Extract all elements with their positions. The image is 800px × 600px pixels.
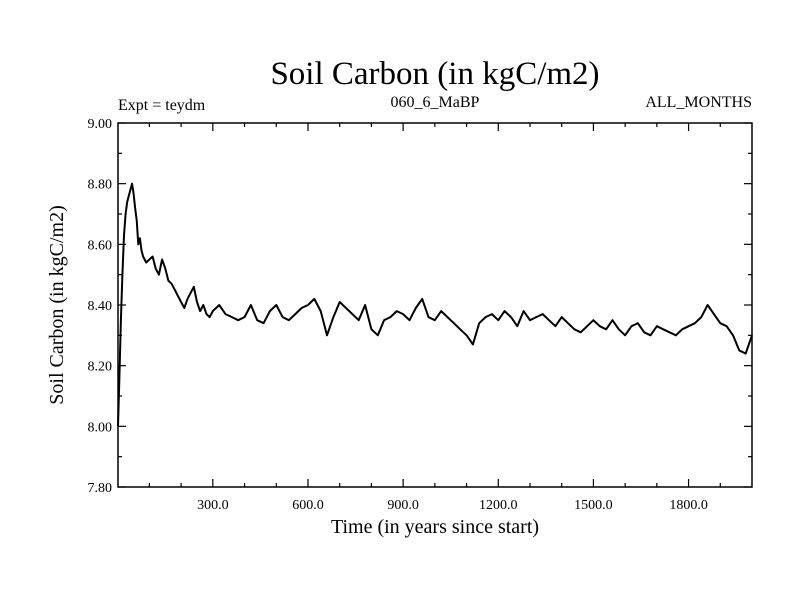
x-tick-label: 1500.0 xyxy=(574,498,613,513)
y-axis-ticks: 7.80 8.00 8.20 8.40 8.60 8.80 9.00 xyxy=(88,117,752,496)
y-tick-label: 8.60 xyxy=(88,238,113,253)
series-layer xyxy=(117,182,753,427)
x-tick-label: 1200.0 xyxy=(479,498,518,513)
x-axis-ticks: 300.0 600.0 900.0 1200.0 1500.0 1800.0 xyxy=(148,123,721,513)
y-tick-label: 9.00 xyxy=(88,117,113,132)
y-tick-label: 8.40 xyxy=(88,299,113,314)
y-tick-label: 8.20 xyxy=(88,360,113,375)
y-tick-label: 7.80 xyxy=(88,481,113,496)
x-tick-label: 1800.0 xyxy=(669,498,708,513)
chart-title: Soil Carbon (in kgC/m2) xyxy=(270,56,599,92)
x-tick-label: 600.0 xyxy=(292,498,324,513)
y-tick-label: 8.80 xyxy=(88,178,113,193)
experiment-label: Expt = teydm xyxy=(118,97,206,114)
y-axis-label: Soil Carbon (in kgC/m2) xyxy=(46,205,68,404)
x-axis-label: Time (in years since start) xyxy=(331,516,539,538)
period-label: 060_6_MaBP xyxy=(391,94,480,111)
y-tick-label: 8.00 xyxy=(88,420,113,435)
soil-carbon-series-line xyxy=(117,182,753,427)
x-tick-label: 900.0 xyxy=(387,498,419,513)
months-label: ALL_MONTHS xyxy=(645,94,752,111)
x-tick-label: 300.0 xyxy=(197,498,229,513)
plot-frame xyxy=(117,122,753,488)
